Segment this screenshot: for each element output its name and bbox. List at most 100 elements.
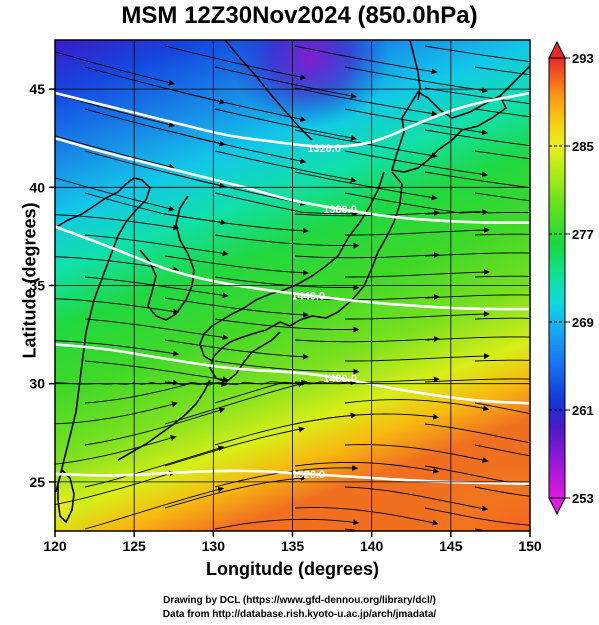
- contour-label: 1480.0: [323, 373, 357, 385]
- streamline: [294, 210, 440, 217]
- streamline: [214, 412, 357, 446]
- streamline: [164, 339, 309, 360]
- streamline: [294, 507, 439, 526]
- y-tick-label: 40: [29, 179, 45, 195]
- streamline: [345, 227, 490, 236]
- streamline: [424, 465, 530, 486]
- contour-label: 1520.0: [292, 469, 326, 481]
- colorbar-tick-label: 285: [572, 139, 594, 154]
- colorbar-max-triangle: [548, 40, 566, 59]
- contour-line: [55, 469, 530, 486]
- coast-kurils: [499, 65, 530, 97]
- streamline: [424, 129, 530, 147]
- streamline: [344, 66, 488, 94]
- streamline: [55, 298, 180, 315]
- streamline: [474, 359, 530, 362]
- y-tick-label: 30: [29, 376, 45, 392]
- x-tick-label: 120: [43, 538, 67, 554]
- contour-line: [55, 343, 530, 405]
- streamline: [164, 129, 307, 164]
- streamline: [84, 445, 225, 488]
- x-axis-ticks: 120 125 130 135 140 145 150: [43, 531, 542, 554]
- streamline: [164, 87, 307, 122]
- streamline: [294, 171, 438, 201]
- streamline: [294, 461, 440, 474]
- streamline: [84, 360, 229, 383]
- contour-line: [55, 136, 530, 224]
- colorbar-tick-label: 253: [572, 491, 594, 506]
- streamline: [474, 233, 530, 236]
- streamline: [55, 256, 180, 273]
- streamline: [474, 150, 530, 160]
- coast-china-north: [55, 177, 151, 269]
- colorbar-gradient: [548, 57, 566, 499]
- streamline: [424, 45, 530, 63]
- colorbar-tick-label: 277: [572, 227, 594, 242]
- streamline: [424, 171, 530, 189]
- streamline: [55, 135, 175, 170]
- streamline: [474, 444, 530, 457]
- streamline: [345, 311, 490, 320]
- streamline: [84, 407, 226, 446]
- streamline: [164, 426, 305, 467]
- coast-china-east: [55, 267, 107, 493]
- streamline: [164, 255, 309, 276]
- contour-label: 1440.0: [292, 290, 326, 302]
- contour-label: 1320.0: [307, 143, 341, 155]
- coast-taiwan: [57, 468, 75, 524]
- coastlines: [55, 40, 530, 524]
- colorbar-tick-label: 293: [572, 51, 594, 66]
- streamline: [214, 360, 360, 375]
- streamline: [344, 192, 489, 216]
- streamline: [294, 294, 440, 301]
- streamline: [55, 340, 180, 357]
- colorbar-min-triangle: [548, 497, 566, 516]
- contour-label: 1380.0: [323, 204, 357, 216]
- y-tick-label: 45: [29, 81, 45, 97]
- streamline: [214, 66, 357, 99]
- streamline: [474, 192, 530, 202]
- x-tick-label: 135: [281, 538, 305, 554]
- streamline: [294, 45, 438, 75]
- credit-drawing: Drawing by DCL (https://www.gfd-dennou.o…: [163, 595, 436, 606]
- y-axis-label: Latitude (degrees): [19, 202, 40, 359]
- streamline: [84, 234, 229, 257]
- streamline: [424, 211, 530, 215]
- streamline: [55, 177, 175, 212]
- streamline: [344, 486, 489, 512]
- streamline: [214, 192, 358, 217]
- coast-ryukyu: [117, 379, 211, 461]
- streamline: [214, 379, 357, 404]
- colorbar: 253 261 269 277 285 293: [548, 40, 594, 516]
- colorbar-ticks: 253 261 269 277 285 293: [549, 51, 594, 506]
- y-axis-ticks: 25 30 35 40 45: [29, 81, 55, 490]
- streamline: [294, 252, 440, 259]
- contour-line: [55, 91, 530, 149]
- streamline: [424, 336, 530, 341]
- streamline: [164, 297, 309, 318]
- colorbar-tick-label: 261: [572, 403, 594, 418]
- streamline: [164, 45, 307, 80]
- streamline: [474, 66, 530, 76]
- streamline: [214, 234, 360, 249]
- streamline: [214, 318, 360, 333]
- streamline: [344, 150, 488, 178]
- map-title: MSM 12Z30Nov2024 (850.0hPa): [121, 2, 478, 29]
- coast-korea: [139, 195, 195, 321]
- streamline: [84, 486, 225, 530]
- x-tick-label: 130: [202, 538, 226, 554]
- streamline: [214, 150, 357, 183]
- wind-streamlines: [55, 45, 530, 531]
- streamline: [474, 402, 530, 415]
- streamline: [164, 171, 307, 206]
- streamline: [55, 51, 175, 86]
- contour-line: [55, 225, 530, 311]
- x-tick-label: 140: [360, 538, 384, 554]
- streamline: [424, 507, 530, 526]
- x-axis-label: Longitude (degrees): [205, 559, 379, 579]
- y-tick-label: 35: [29, 278, 45, 294]
- streamline: [424, 378, 530, 383]
- coast-honshu-sea: [221, 171, 385, 321]
- streamline: [344, 444, 489, 463]
